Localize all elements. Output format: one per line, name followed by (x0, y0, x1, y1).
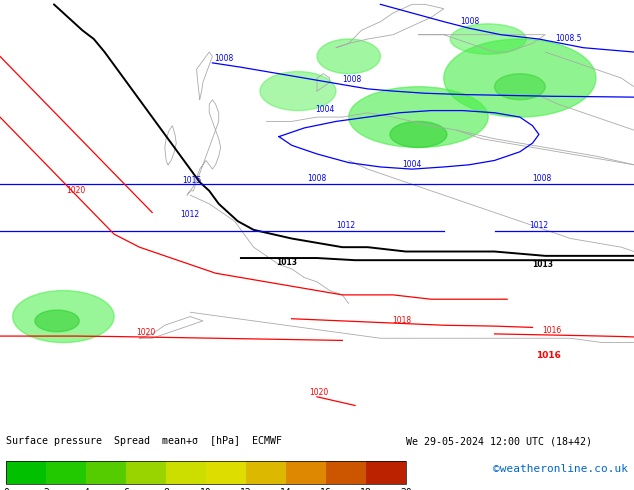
Text: 1008: 1008 (214, 54, 233, 63)
Text: 16: 16 (320, 488, 332, 490)
Ellipse shape (13, 291, 114, 343)
Text: 1008: 1008 (460, 17, 479, 26)
Ellipse shape (450, 24, 526, 54)
Text: 1013: 1013 (276, 258, 297, 267)
Text: 1016: 1016 (542, 326, 561, 335)
Text: 14: 14 (280, 488, 292, 490)
FancyBboxPatch shape (206, 461, 246, 484)
FancyBboxPatch shape (166, 461, 206, 484)
Ellipse shape (390, 122, 447, 147)
FancyBboxPatch shape (366, 461, 406, 484)
Text: 1008: 1008 (533, 174, 552, 183)
Text: Surface pressure  Spread  mean+σ  [hPa]  ECMWF: Surface pressure Spread mean+σ [hPa] ECM… (6, 437, 282, 446)
Text: 12: 12 (240, 488, 252, 490)
Text: 0: 0 (3, 488, 10, 490)
Text: 6: 6 (123, 488, 129, 490)
Text: 1018: 1018 (392, 316, 411, 325)
Text: 8: 8 (163, 488, 169, 490)
FancyBboxPatch shape (126, 461, 166, 484)
FancyBboxPatch shape (46, 461, 86, 484)
Ellipse shape (495, 74, 545, 100)
Ellipse shape (260, 72, 336, 111)
Text: 1012: 1012 (529, 220, 548, 230)
Text: We 29-05-2024 12:00 UTC (18+42): We 29-05-2024 12:00 UTC (18+42) (406, 437, 592, 446)
Text: 1004: 1004 (315, 105, 335, 114)
Text: ©weatheronline.co.uk: ©weatheronline.co.uk (493, 464, 628, 474)
Text: 1016: 1016 (536, 351, 560, 360)
Ellipse shape (444, 39, 596, 117)
FancyBboxPatch shape (326, 461, 366, 484)
Text: 2: 2 (43, 488, 49, 490)
FancyBboxPatch shape (86, 461, 126, 484)
Text: 18: 18 (360, 488, 372, 490)
Text: 1015: 1015 (183, 176, 202, 185)
Text: 1012: 1012 (336, 220, 355, 230)
Text: 4: 4 (83, 488, 89, 490)
Text: 1004: 1004 (403, 160, 422, 169)
Ellipse shape (349, 87, 488, 147)
FancyBboxPatch shape (286, 461, 326, 484)
Text: 1008.5: 1008.5 (555, 34, 581, 43)
Text: 1013: 1013 (533, 260, 553, 269)
Text: 1020: 1020 (67, 186, 86, 195)
Ellipse shape (35, 310, 79, 332)
Text: 1012: 1012 (181, 210, 200, 219)
FancyBboxPatch shape (246, 461, 286, 484)
Text: 1020: 1020 (309, 389, 328, 397)
FancyBboxPatch shape (6, 461, 46, 484)
Text: 20: 20 (400, 488, 411, 490)
Text: 1020: 1020 (136, 328, 155, 337)
Text: 1008: 1008 (307, 174, 327, 183)
Text: 1008: 1008 (342, 75, 361, 84)
Text: 10: 10 (200, 488, 212, 490)
Ellipse shape (317, 39, 380, 74)
